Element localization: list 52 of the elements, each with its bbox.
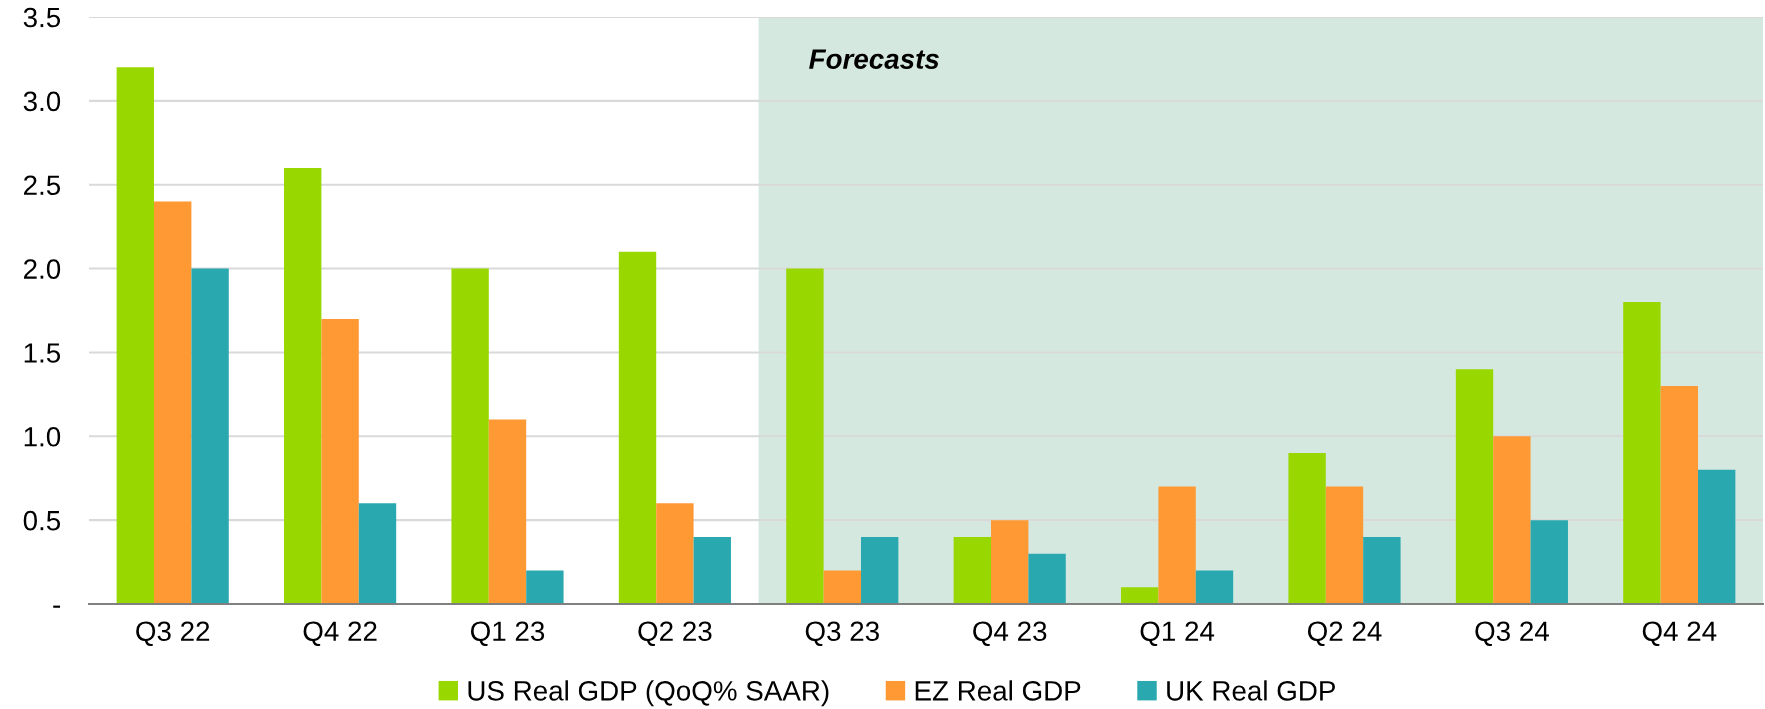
x-tick-label: Q2 23 (638, 621, 712, 647)
bar (284, 167, 322, 604)
y-tick-label: 0.5 (23, 510, 61, 531)
x-tick-label: Q2 24 (1307, 621, 1382, 647)
x-tick-label: Q3 23 (805, 621, 879, 647)
bar (116, 67, 155, 604)
bar (321, 318, 359, 604)
y-tick-label: 2.5 (24, 175, 61, 196)
bar (154, 201, 192, 604)
x-tick-label: Q4 24 (1642, 621, 1717, 647)
bar (358, 503, 397, 604)
bar (1028, 553, 1066, 604)
bar (991, 520, 1029, 604)
legend-label: EZ Real GDP (915, 680, 1081, 701)
y-tick-label: 3.5 (23, 7, 61, 28)
y-tick-label: 2.0 (24, 259, 61, 279)
y-tick-label: - (53, 605, 60, 608)
bar (823, 570, 861, 604)
legend-label: UK Real GDP (1167, 680, 1335, 701)
x-tick-label: Q1 24 (1140, 621, 1215, 647)
bar (1493, 436, 1531, 604)
x-tick-label: Q3 22 (136, 621, 210, 647)
y-tick-label: 1.5 (24, 343, 61, 363)
legend-label: US Real GDP (QoQ% SAAR) (468, 680, 829, 707)
bar (1623, 302, 1661, 604)
x-tick-label: Q4 22 (303, 621, 377, 647)
band-label: Forecasts (809, 49, 939, 69)
bar (1325, 486, 1364, 604)
bar (953, 536, 992, 604)
bar (1195, 570, 1234, 604)
x-tick-label: Q3 24 (1475, 621, 1549, 647)
bar (526, 570, 564, 604)
bar (1455, 369, 1494, 604)
y-tick-label: 1.0 (24, 426, 61, 447)
bar (786, 268, 824, 604)
bar (1121, 587, 1159, 604)
bar (488, 419, 527, 604)
y-tick-label: 3.0 (23, 91, 61, 112)
bar (656, 503, 694, 604)
bar (860, 536, 899, 604)
bar (1288, 453, 1326, 604)
bar (1530, 520, 1568, 604)
bar (1660, 385, 1698, 604)
bar (693, 536, 731, 604)
bar (1158, 486, 1196, 604)
bar (1363, 536, 1401, 604)
bar (1697, 469, 1736, 604)
x-tick-label: Q1 23 (470, 621, 545, 647)
bar (191, 268, 229, 604)
bar (618, 251, 657, 604)
x-tick-label: Q4 23 (973, 621, 1047, 647)
bar (451, 268, 489, 604)
